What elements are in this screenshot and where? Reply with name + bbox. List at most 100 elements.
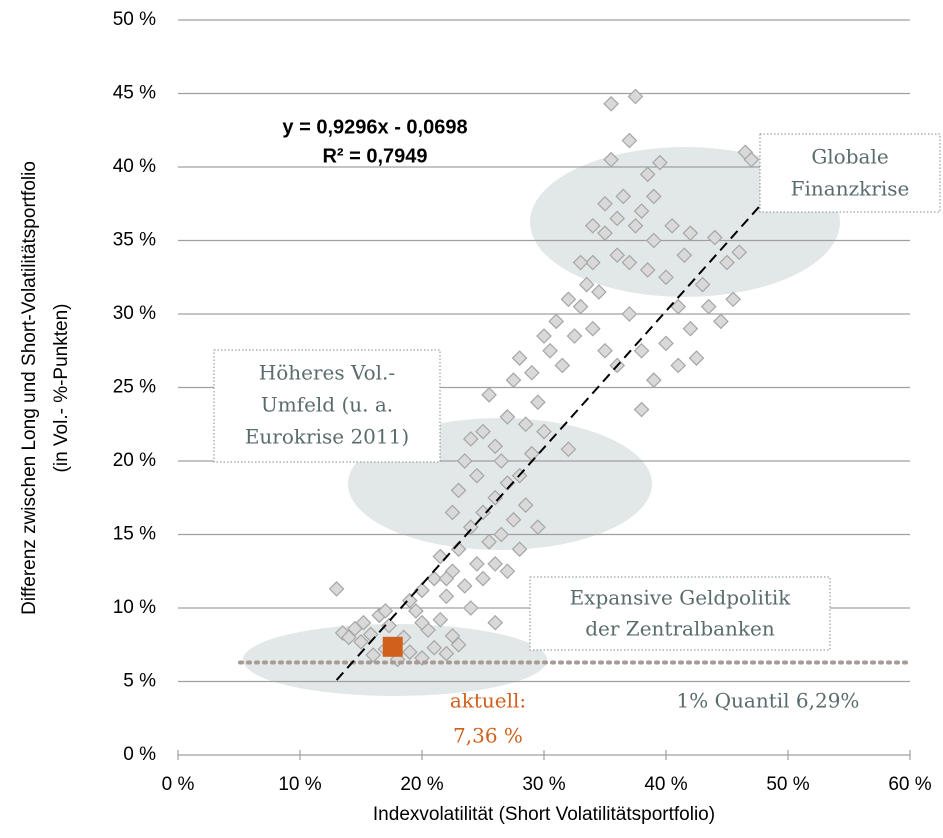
point [670, 357, 687, 374]
x-tick-label: 10 % [278, 774, 321, 795]
annotation: der Zentralbanken [585, 617, 775, 641]
point [517, 416, 534, 433]
point [645, 372, 662, 388]
point [493, 526, 510, 543]
point [493, 453, 510, 469]
point [633, 342, 650, 359]
point [432, 611, 449, 628]
point [682, 320, 699, 337]
annotation: Eurokrise 2011) [245, 425, 409, 449]
point [377, 603, 394, 619]
x-tick-label: 50 % [766, 774, 809, 795]
point [725, 291, 741, 308]
point [627, 88, 644, 105]
y-tick-label: 35 % [113, 230, 156, 251]
annotation-box [759, 133, 941, 213]
point [340, 629, 357, 646]
point [645, 188, 662, 205]
point [609, 247, 626, 264]
point [706, 229, 723, 246]
point [505, 511, 522, 528]
y-tick-label: 5 % [123, 671, 156, 692]
point [572, 254, 589, 271]
point [481, 534, 497, 550]
point [603, 151, 619, 168]
point [652, 154, 668, 171]
point [591, 284, 607, 300]
point [584, 254, 601, 271]
current-label: 7,36 % [453, 724, 523, 748]
point [475, 423, 491, 440]
point [328, 581, 345, 597]
point [450, 636, 467, 653]
point [542, 342, 558, 359]
point [517, 497, 534, 513]
point [719, 254, 735, 271]
point [426, 570, 443, 587]
point [353, 633, 369, 650]
x-tick-label: 60 % [888, 774, 931, 795]
point [597, 342, 613, 359]
point [469, 556, 485, 572]
point [487, 556, 504, 572]
point [682, 225, 699, 241]
point [645, 232, 662, 249]
point [597, 225, 613, 241]
point [603, 95, 619, 112]
point [456, 578, 473, 594]
x-tick-label: 40 % [644, 774, 687, 795]
point [487, 614, 504, 631]
point [639, 262, 656, 278]
current-label: aktuell: [450, 689, 526, 713]
point [615, 188, 632, 205]
point [621, 254, 638, 271]
point [499, 563, 516, 580]
point [633, 203, 650, 219]
point [511, 541, 528, 558]
point [670, 298, 687, 315]
point [566, 328, 583, 344]
point [499, 475, 516, 491]
point [481, 387, 497, 403]
point [450, 482, 467, 499]
quantile-label: 1% Quantil 6,29% [677, 689, 860, 713]
point [688, 350, 705, 366]
x-tick-label: 30 % [522, 774, 565, 795]
point [355, 614, 372, 631]
y-axis-title: (in Vol.- %-Punkten) [51, 304, 72, 473]
point [572, 298, 589, 315]
x-tick-label: 20 % [400, 774, 443, 795]
annotation-box [213, 349, 441, 463]
y-tick-label: 0 % [123, 744, 156, 765]
point [584, 217, 601, 234]
current-point [382, 636, 403, 657]
point [432, 548, 449, 565]
point [523, 364, 540, 381]
point [462, 600, 479, 616]
y-tick-label: 45 % [113, 83, 156, 104]
point [639, 166, 656, 183]
point [505, 372, 522, 388]
annotation: Höheres Vol.- [259, 361, 395, 385]
y-tick-label: 25 % [113, 377, 156, 398]
point [462, 431, 479, 447]
point [530, 519, 546, 535]
y-tick-label: 40 % [113, 156, 156, 177]
point [438, 570, 455, 587]
point [450, 541, 467, 558]
y-axis-title: Differenz zwischen Long und Short-Volati… [19, 161, 40, 615]
point [511, 350, 528, 366]
point [475, 570, 491, 587]
point [713, 313, 729, 330]
annotation: Globale [811, 145, 888, 169]
point [408, 603, 424, 619]
point [414, 582, 430, 599]
point [444, 628, 461, 644]
annotation: Umfeld (u. a. [261, 393, 393, 417]
point [694, 276, 711, 293]
point [456, 453, 473, 469]
point [658, 269, 674, 286]
point [401, 644, 418, 660]
point [414, 614, 430, 631]
